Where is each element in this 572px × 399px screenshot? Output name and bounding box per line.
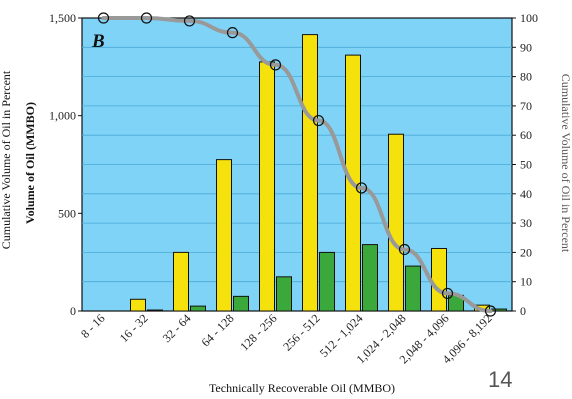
x-axis-ticks: 8 - 16 16 - 32 32 - 64 64 - 128 128 - 256 256… [78, 311, 495, 366]
right-tick-label: 80 [520, 70, 532, 84]
x-axis-label: Technically Recoverable Oil (MMBO) [209, 381, 395, 395]
panel-letter: B [91, 31, 105, 52]
cumulative-point [97, 12, 110, 24]
right-tick-label: 70 [520, 99, 532, 113]
bar-yellow [216, 159, 232, 312]
cumulative-line-group [97, 12, 497, 317]
bars [130, 34, 507, 312]
bar-green [362, 244, 378, 312]
cumulative-line [101, 16, 493, 313]
bar-yellow [302, 34, 318, 312]
bar-green [491, 308, 507, 312]
bar-green [190, 305, 206, 312]
bar-yellow [130, 298, 146, 312]
right-axis-ticks: 0 10 20 30 40 50 60 70 80 90 100 [512, 11, 538, 318]
bar-green [147, 309, 163, 312]
cumulative-point [183, 15, 196, 27]
x-tick-label: 128 - 256 [237, 311, 279, 353]
bar-green [233, 295, 249, 312]
right-axis-label: Cumulative Volume of Oil in Percent [559, 74, 572, 253]
bar-yellow [431, 247, 447, 312]
x-tick-label: 256 - 512 [280, 311, 322, 353]
right-tick-label: 50 [520, 158, 532, 172]
cumulative-point [398, 243, 411, 256]
x-tick-label: 16 - 32 [117, 311, 151, 345]
y-axis-label: Volume of Oil (MMBO) [23, 102, 37, 224]
right-tick-label: 40 [520, 187, 532, 201]
slide-number: 14 [488, 367, 512, 392]
bar-yellow [173, 251, 189, 312]
right-tick-label: 0 [520, 304, 526, 318]
cumulative-point [312, 114, 325, 127]
left-tick-label: 0 [70, 304, 76, 318]
x-tick-label: 64 - 128 [198, 311, 236, 349]
bar-green [319, 251, 335, 312]
x-tick-label: 32 - 64 [160, 311, 194, 345]
right-tick-label: 20 [520, 245, 532, 259]
bar-green [405, 265, 421, 312]
left-tick-label: 500 [58, 206, 76, 220]
right-tick-label: 10 [520, 275, 532, 289]
x-tick-label: 8 - 16 [78, 311, 108, 341]
cumulative-point [226, 27, 239, 39]
bar-yellow [388, 133, 404, 312]
right-tick-label: 90 [520, 40, 532, 54]
cumulative-point [140, 12, 153, 24]
cumulative-point [269, 59, 282, 71]
left-axis-ticks: 0 500 1,000 1,500 [49, 11, 82, 318]
cumulative-point [441, 287, 454, 300]
bar-green [276, 276, 292, 312]
bar-yellow [259, 61, 275, 312]
right-tick-label: 30 [520, 216, 532, 230]
left-tick-label: 1,500 [49, 11, 76, 25]
left-outer-axis-label: Cumulative Volume of Oil in Percent [0, 70, 13, 249]
left-tick-label: 1,000 [49, 109, 76, 123]
right-tick-label: 60 [520, 128, 532, 142]
cumulative-point [355, 182, 368, 194]
right-tick-label: 100 [520, 11, 538, 25]
cumulative-point [484, 305, 497, 317]
